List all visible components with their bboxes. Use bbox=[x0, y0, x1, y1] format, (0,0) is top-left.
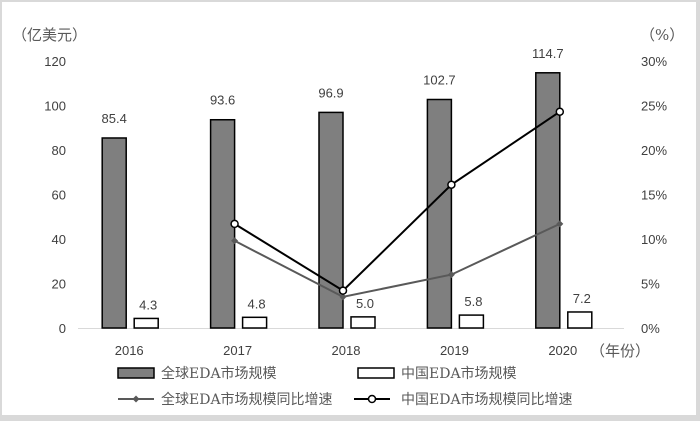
left-tick-label: 20 bbox=[52, 277, 66, 292]
right-tick-label: 0% bbox=[641, 321, 660, 336]
china-growth-marker bbox=[338, 286, 348, 295]
china-growth-marker bbox=[230, 219, 239, 229]
left-tick-label: 100 bbox=[44, 99, 66, 114]
global-bar-label: 93.6 bbox=[210, 93, 235, 108]
right-tick-label: 15% bbox=[641, 188, 667, 203]
diamond-marker-icon bbox=[132, 395, 140, 403]
right-tick-label: 5% bbox=[641, 277, 660, 292]
global-growth-marker bbox=[447, 271, 455, 279]
legend-global-line-label: 全球EDA市场规模同比增速 bbox=[161, 391, 333, 408]
global-bar-label: 96.9 bbox=[318, 85, 343, 100]
china-bar-label: 4.3 bbox=[139, 297, 157, 312]
left-tick-label: 80 bbox=[52, 143, 66, 158]
china-growth-line bbox=[234, 110, 561, 292]
right-tick-label: 25% bbox=[641, 99, 667, 114]
left-tick-label: 40 bbox=[52, 232, 66, 247]
global-growth-line bbox=[234, 222, 561, 298]
global-growth-marker bbox=[556, 220, 564, 228]
x-tick-label: 2019 bbox=[440, 343, 469, 358]
circle-marker-icon bbox=[367, 394, 377, 404]
china-bar-label: 5.8 bbox=[464, 294, 482, 309]
x-tick-label: 2016 bbox=[115, 343, 144, 358]
x-tick-label: 2020 bbox=[548, 343, 577, 358]
china-market-bar bbox=[241, 316, 268, 329]
legend-global-bar-label: 全球EDA市场规模 bbox=[161, 365, 277, 382]
right-tick-label: 20% bbox=[641, 143, 667, 158]
china-growth-marker bbox=[447, 180, 456, 189]
left-tick-label: 0 bbox=[59, 321, 66, 336]
left-tick-label: 60 bbox=[52, 188, 66, 203]
china-bar-label: 4.8 bbox=[248, 296, 266, 311]
legend-china-line-label: 中国EDA市场规模同比增速 bbox=[401, 391, 573, 408]
china-market-bar bbox=[458, 314, 485, 329]
china-bar-label: 5.0 bbox=[356, 296, 374, 311]
global-growth-marker bbox=[339, 293, 347, 301]
global-market-bar bbox=[101, 137, 127, 329]
china-market-bar bbox=[567, 311, 593, 329]
global-market-bar bbox=[426, 98, 453, 329]
right-axis-unit: （%） bbox=[640, 26, 684, 44]
left-axis-unit: （亿美元） bbox=[12, 26, 87, 44]
global-market-bar bbox=[318, 111, 344, 329]
china-market-bar bbox=[133, 317, 159, 329]
x-tick-label: 2017 bbox=[223, 343, 252, 358]
legend-china-bar-label: 中国EDA市场规模 bbox=[401, 365, 517, 382]
global-bar-label: 114.7 bbox=[532, 46, 564, 61]
x-tick-label: 2018 bbox=[332, 343, 361, 358]
x-axis-unit: （年份） bbox=[590, 342, 650, 360]
china-market-bar bbox=[350, 316, 376, 329]
china-bar-label: 7.2 bbox=[573, 291, 591, 306]
legend-china-bar-swatch bbox=[357, 367, 395, 379]
right-tick-label: 10% bbox=[641, 232, 667, 247]
right-tick-label: 30% bbox=[641, 54, 667, 69]
global-bar-label: 102.7 bbox=[423, 72, 456, 87]
china-growth-marker bbox=[555, 107, 565, 116]
global-growth-marker bbox=[231, 237, 239, 245]
global-bar-label: 85.4 bbox=[102, 111, 127, 126]
legend-global-bar-swatch bbox=[117, 367, 155, 379]
left-tick-label: 120 bbox=[44, 54, 66, 69]
